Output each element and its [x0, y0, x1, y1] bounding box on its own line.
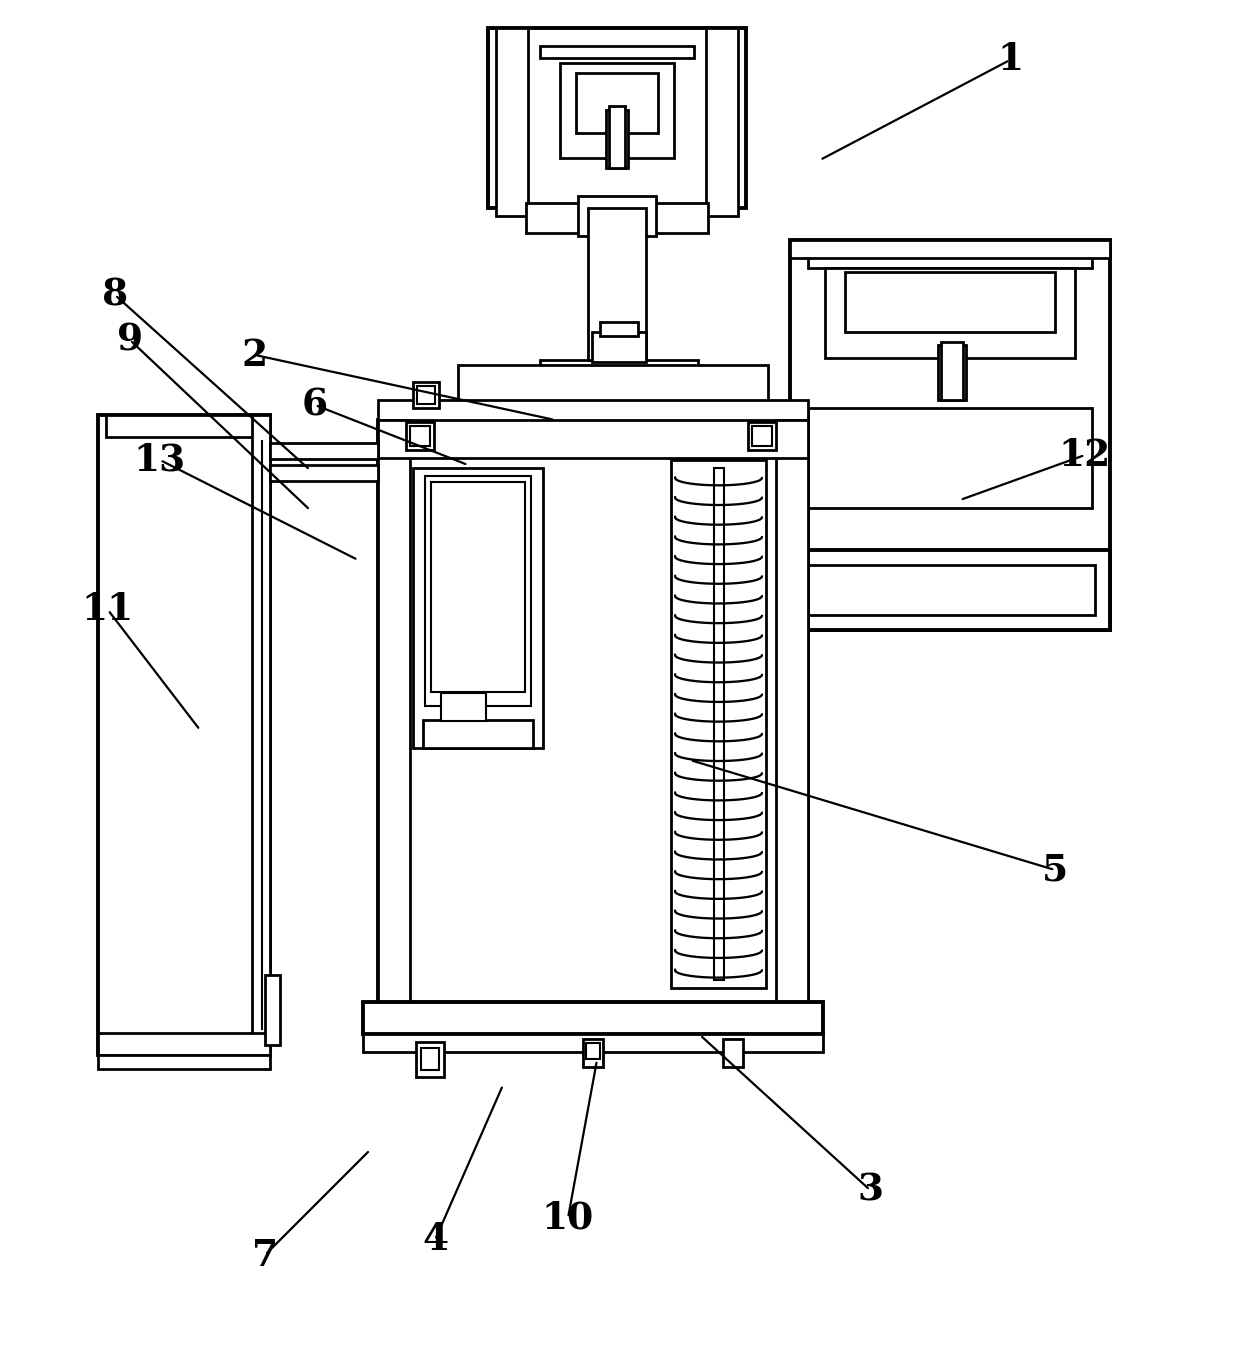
Bar: [588, 208, 646, 360]
Bar: [363, 1034, 823, 1052]
Bar: [425, 476, 531, 706]
Bar: [671, 460, 766, 989]
Bar: [723, 1038, 743, 1067]
Bar: [378, 399, 808, 422]
Text: 7: 7: [252, 1236, 278, 1274]
Bar: [577, 73, 658, 133]
Bar: [600, 321, 639, 336]
Bar: [941, 342, 963, 399]
Bar: [413, 382, 439, 408]
Bar: [591, 332, 646, 362]
Bar: [808, 408, 1092, 508]
Bar: [422, 1048, 439, 1071]
Bar: [252, 416, 270, 1054]
Text: 3: 3: [857, 1171, 883, 1209]
Bar: [489, 28, 746, 208]
Bar: [560, 63, 675, 157]
Bar: [825, 268, 1075, 358]
Bar: [265, 975, 280, 1045]
Bar: [790, 550, 1110, 629]
Bar: [526, 203, 708, 233]
Bar: [98, 1054, 270, 1069]
Bar: [410, 426, 430, 447]
Bar: [539, 46, 694, 58]
Bar: [270, 443, 378, 459]
Bar: [413, 468, 543, 748]
Bar: [583, 1038, 603, 1067]
Bar: [706, 28, 738, 217]
Bar: [805, 565, 1095, 615]
Text: 11: 11: [82, 592, 134, 628]
Bar: [378, 420, 808, 459]
Bar: [937, 346, 966, 399]
Bar: [417, 386, 435, 404]
Bar: [606, 110, 627, 168]
Bar: [270, 465, 378, 482]
Bar: [363, 1002, 823, 1034]
Bar: [748, 422, 776, 451]
Bar: [713, 468, 723, 981]
Bar: [432, 482, 525, 691]
Bar: [790, 239, 1110, 258]
Bar: [98, 416, 270, 1054]
Bar: [441, 693, 486, 721]
Bar: [378, 420, 808, 1010]
Text: 12: 12: [1059, 437, 1111, 473]
Bar: [578, 196, 656, 235]
Bar: [751, 426, 773, 447]
Bar: [415, 1042, 444, 1077]
Bar: [790, 239, 1110, 629]
Bar: [458, 364, 768, 422]
Text: 9: 9: [117, 321, 143, 359]
Bar: [423, 720, 533, 748]
Bar: [405, 422, 434, 451]
Bar: [98, 1033, 270, 1054]
Bar: [539, 360, 698, 438]
Text: 13: 13: [134, 441, 186, 479]
Bar: [378, 420, 410, 1010]
Bar: [496, 28, 528, 217]
Bar: [587, 1042, 600, 1059]
Text: 6: 6: [301, 386, 329, 424]
Text: 5: 5: [1042, 851, 1068, 889]
Text: 1: 1: [997, 42, 1023, 78]
Bar: [844, 272, 1055, 332]
Text: 4: 4: [422, 1221, 448, 1259]
Text: 10: 10: [542, 1200, 594, 1236]
Text: 2: 2: [242, 336, 268, 374]
Bar: [776, 420, 808, 1010]
Bar: [609, 106, 625, 168]
Text: 8: 8: [102, 277, 128, 313]
Bar: [105, 416, 262, 437]
Bar: [808, 239, 1092, 268]
